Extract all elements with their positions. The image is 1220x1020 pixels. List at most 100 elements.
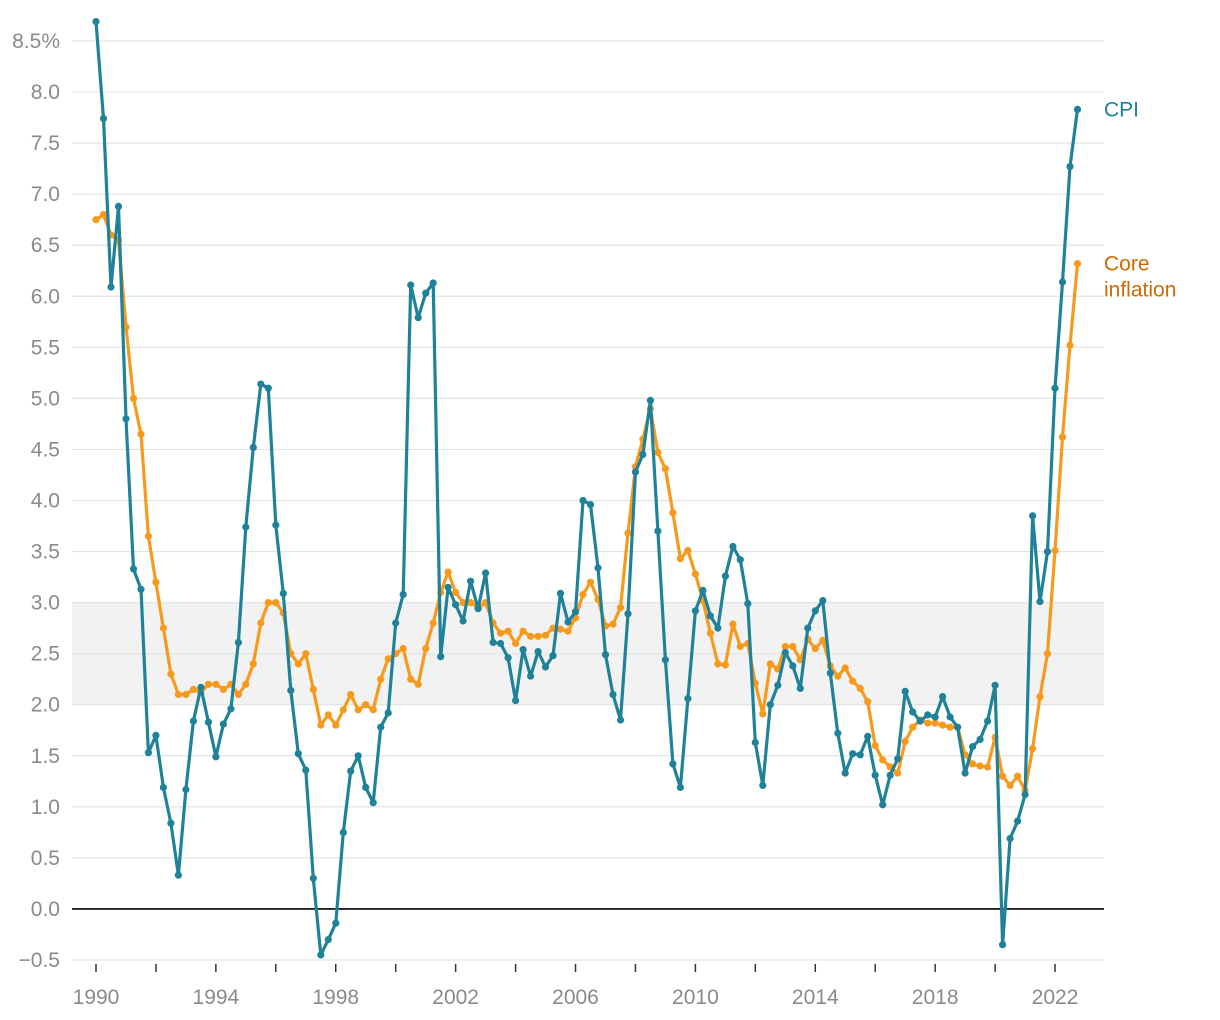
data-point: [204, 680, 212, 688]
data-point: [669, 760, 677, 768]
series-labels: CPI Core inflation: [1104, 98, 1176, 301]
data-point: [1014, 772, 1022, 780]
x-axis: 1990 1994 1998 2002 2006 2010 2014 2018 2022: [73, 964, 1078, 1009]
y-tick-label: 2.5: [31, 643, 60, 666]
data-point: [946, 713, 954, 721]
data-point: [527, 672, 535, 680]
series-line: [94, 20, 1080, 957]
x-tick-label: 2006: [552, 986, 599, 1009]
data-point: [257, 619, 265, 627]
data-point: [714, 660, 722, 668]
data-point: [249, 660, 257, 668]
data-point: [264, 384, 272, 392]
data-point: [564, 627, 572, 635]
data-point: [317, 951, 325, 959]
data-point: [122, 415, 130, 423]
data-point: [639, 450, 647, 459]
data-point: [1051, 384, 1059, 392]
data-point: [571, 608, 580, 616]
data-point: [1043, 650, 1052, 658]
data-point: [437, 653, 445, 661]
data-point: [774, 681, 782, 689]
data-point: [946, 723, 954, 731]
data-point: [204, 718, 212, 726]
x-tick-label: 2018: [912, 986, 959, 1009]
data-point: [954, 723, 962, 731]
data-point: [317, 721, 325, 729]
data-point: [796, 684, 804, 693]
series-layer: [92, 18, 1082, 959]
data-point: [834, 672, 842, 680]
data-point: [909, 723, 917, 731]
data-point: [429, 619, 437, 627]
data-point: [347, 690, 355, 699]
data-point: [879, 801, 887, 809]
data-point: [721, 661, 730, 669]
data-point: [661, 656, 670, 664]
data-point: [849, 750, 857, 758]
data-point: [616, 604, 625, 612]
data-point: [242, 523, 250, 531]
data-point: [976, 762, 984, 770]
data-point: [242, 680, 250, 688]
data-point: [586, 578, 595, 586]
data-point: [601, 651, 610, 659]
x-tick-label: 1998: [312, 986, 359, 1009]
data-point: [234, 638, 242, 647]
data-point: [676, 783, 685, 792]
data-point: [676, 555, 685, 563]
data-point: [879, 756, 887, 764]
data-point: [137, 585, 145, 593]
data-point: [541, 663, 550, 671]
data-point: [586, 501, 595, 509]
data-point: [407, 675, 415, 683]
data-point: [541, 631, 550, 639]
data-point: [377, 675, 385, 683]
data-point: [654, 527, 662, 535]
data-point: [916, 717, 924, 725]
data-point: [1043, 548, 1052, 556]
data-point: [399, 590, 407, 599]
data-point: [646, 396, 655, 404]
data-point: [257, 380, 265, 388]
data-point: [339, 706, 347, 714]
data-point: [1058, 433, 1067, 441]
data-point: [99, 115, 108, 123]
data-point: [736, 642, 744, 651]
data-point: [924, 719, 932, 727]
data-point: [759, 781, 767, 790]
data-point: [909, 708, 917, 716]
data-point: [721, 572, 730, 580]
data-point: [302, 766, 310, 774]
y-tick-label: 7.5: [31, 132, 60, 155]
data-point: [736, 556, 744, 564]
data-point: [789, 662, 797, 670]
data-point: [556, 589, 565, 598]
data-point: [894, 769, 902, 777]
data-point: [407, 281, 415, 289]
data-point: [249, 443, 257, 451]
data-point: [354, 752, 362, 760]
data-point: [864, 732, 872, 741]
data-point: [182, 690, 190, 699]
data-point: [706, 612, 715, 620]
data-point: [467, 599, 475, 607]
y-tick-label: 6.0: [31, 285, 60, 308]
data-point: [272, 521, 280, 529]
data-point: [969, 760, 977, 768]
data-point: [616, 716, 625, 724]
data-point: [159, 783, 167, 792]
data-point: [482, 569, 490, 577]
data-point: [624, 610, 632, 618]
data-point: [894, 755, 902, 763]
data-point: [864, 698, 872, 706]
series-label: inflation: [1104, 279, 1176, 302]
data-point: [976, 735, 984, 744]
data-point: [669, 509, 677, 517]
series-label: CPI: [1104, 98, 1139, 121]
data-point: [362, 701, 370, 709]
data-point: [189, 685, 197, 694]
data-point: [856, 684, 864, 693]
y-tick-label: 3.0: [31, 592, 60, 615]
